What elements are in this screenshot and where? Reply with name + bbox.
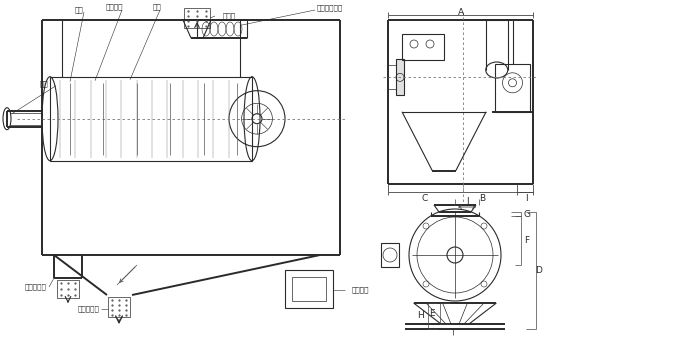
Text: 螺旋输送系统: 螺旋输送系统 [317,5,343,11]
Text: 主轴: 主轴 [40,81,48,87]
Text: I: I [525,194,527,203]
Text: 网架: 网架 [153,4,162,10]
Text: F: F [524,236,530,245]
Text: 细料排出口: 细料排出口 [78,306,100,312]
Bar [396,59,404,95]
Text: J: J [466,196,469,205]
Bar [292,277,326,301]
Bar [50,77,252,161]
Bar [184,8,210,28]
Text: 驱动电机: 驱动电机 [351,287,369,293]
Text: 风轮叶片: 风轮叶片 [105,4,122,10]
Bar [402,34,444,60]
Bar [495,64,530,112]
Bar [381,243,399,267]
Text: D: D [536,266,542,275]
Bar [285,270,333,308]
Text: 风轮: 风轮 [75,7,83,13]
Text: C: C [421,194,428,203]
Text: 进料口: 进料口 [223,13,236,19]
Text: G: G [524,210,531,219]
Text: A: A [457,8,463,17]
Text: 粗料排出口: 粗料排出口 [25,284,47,290]
Bar [108,297,130,317]
Text: E: E [429,309,435,318]
Text: B: B [480,194,485,203]
Text: H: H [416,312,424,321]
Bar [57,280,79,298]
